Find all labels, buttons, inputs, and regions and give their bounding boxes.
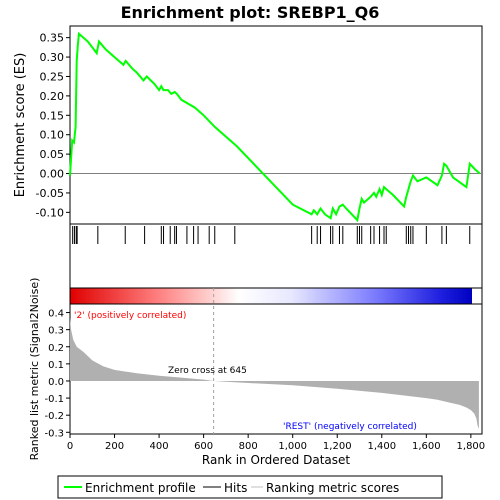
metric-x-tick-label: 1,600 (412, 441, 441, 452)
metric-y-axis-label: Ranked list metric (Signal2Noise) (28, 278, 41, 461)
es-y-tick-label: 0.10 (40, 129, 65, 142)
positive-correlation-label: '2' (positively correlated) (74, 311, 186, 321)
legend-ranking-label: Ranking metric scores (266, 481, 399, 495)
enrichment-plot-frame (69, 25, 483, 225)
metric-x-tick-label: 400 (150, 441, 169, 452)
es-y-tick-label: 0.25 (40, 70, 65, 83)
enrichment-y-ticks: 0.35 0.30 0.25 0.20 0.15 0.10 0.05 0.00 -0.05 -0.… (36, 32, 70, 219)
enrichment-profile-line (69, 31, 481, 223)
metric-y-tick-label: 0.4 (48, 309, 64, 320)
enrichment-y-axis-label: Enrichment score (ES) (13, 53, 28, 198)
legend: Enrichment profile Hits Ranking metric s… (57, 475, 443, 499)
metric-y-tick-label: 0.3 (48, 326, 64, 337)
es-y-tick-label: 0.30 (40, 51, 65, 64)
metric-y-tick-label: 0.2 (48, 343, 64, 354)
es-y-tick-label: 0.35 (40, 32, 65, 45)
metric-x-ticks: 0 200 400 600 800 1,000 1,200 1,400 1,600 1,800 (67, 434, 485, 452)
hit-marks (72, 226, 471, 244)
metric-x-tick-label: 800 (239, 441, 258, 452)
metric-y-tick-label: -0.2 (44, 411, 64, 422)
legend-box (57, 475, 443, 499)
ranked-metric-panel: 0.4 0.3 0.2 0.1 0.0 -0.1 -0.2 -0.3 0 200 400 600 80… (28, 278, 485, 467)
metric-x-tick-label: 1,800 (457, 441, 486, 452)
metric-y-tick-label: -0.1 (44, 394, 64, 405)
metric-x-axis-label: Rank in Ordered Dataset (202, 453, 350, 467)
es-y-tick-label: 0.05 (40, 148, 65, 161)
es-y-tick-label: -0.05 (36, 187, 64, 200)
metric-x-tick-label: 1,400 (367, 441, 396, 452)
es-y-tick-label: 0.20 (40, 90, 65, 103)
enrichment-panel: 0.35 0.30 0.25 0.20 0.15 0.10 0.05 0.00 -0.05 -0.… (13, 25, 483, 225)
metric-x-tick-label: 600 (194, 441, 213, 452)
legend-enrichment-label: Enrichment profile (85, 481, 196, 495)
ranked-metric-frame (69, 303, 483, 435)
es-y-tick-label: -0.10 (36, 206, 64, 219)
ranking-colorbar (70, 288, 472, 304)
hits-panel (69, 223, 483, 289)
metric-y-tick-label: 0.1 (48, 360, 64, 371)
chart-title: Enrichment plot: SREBP1_Q6 (121, 3, 380, 22)
metric-x-tick-label: 200 (105, 441, 124, 452)
es-y-tick-label: 0.15 (40, 109, 65, 122)
metric-x-tick-label: 1,200 (323, 441, 352, 452)
ranking-colorbar-panel (69, 287, 483, 305)
legend-hits-label: Hits (224, 481, 247, 495)
metric-x-tick-label: 1,000 (278, 441, 307, 452)
hits-frame (69, 223, 483, 289)
zero-cross-label: Zero cross at 645 (168, 366, 247, 376)
metric-y-tick-label: 0.0 (48, 377, 64, 388)
metric-x-tick-label: 0 (67, 441, 73, 452)
metric-y-ticks: 0.4 0.3 0.2 0.1 0.0 -0.1 -0.2 -0.3 (44, 309, 70, 439)
negative-correlation-label: 'REST' (negatively correlated) (283, 422, 417, 432)
es-y-tick-label: 0.00 (40, 168, 65, 181)
metric-y-tick-label: -0.3 (44, 428, 64, 439)
